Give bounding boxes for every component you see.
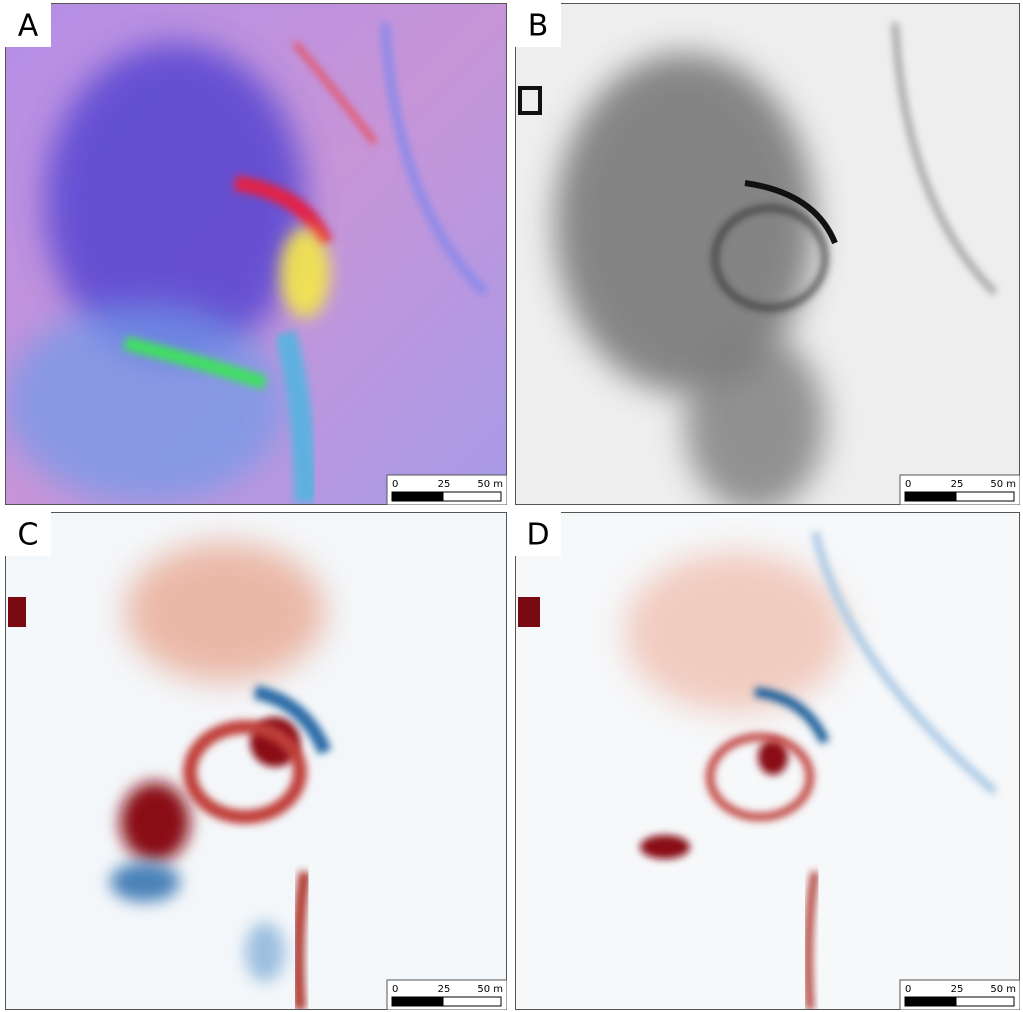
scale-bar-white — [956, 997, 1014, 1006]
scale-bar-white — [956, 492, 1014, 501]
panel-label: C — [18, 518, 39, 553]
terrain — [110, 862, 180, 902]
map-panel: D 0 25 50 m — [515, 512, 1020, 1010]
scale-bar-label: 25 — [438, 984, 451, 995]
terrain — [298, 872, 305, 1010]
scale-bar-label: 50 m — [477, 479, 503, 490]
scale-bar-black — [905, 997, 956, 1006]
scale-bar-label: 25 — [951, 479, 964, 490]
terrain — [245, 922, 285, 982]
scale-bar-black — [392, 492, 443, 501]
map-panel: A 0 25 50 m — [5, 3, 507, 505]
scale-bar-label: 0 — [905, 479, 911, 490]
scale-bar-label: 25 — [951, 984, 964, 995]
figure: A 0 25 50 m B 0 25 50 m C 0 25 50 m D 0 25 50 m — [0, 0, 1023, 1012]
terrain — [120, 782, 190, 862]
terrain — [518, 597, 540, 627]
scale-bar-white — [443, 997, 501, 1006]
panel-label: D — [526, 518, 549, 553]
map-panel: B 0 25 50 m — [515, 3, 1020, 513]
scale-bar-label: 0 — [392, 984, 398, 995]
scale-bar-white — [443, 492, 501, 501]
terrain — [125, 542, 325, 682]
scale-bar-label: 50 m — [477, 984, 503, 995]
map-panel: C 0 25 50 m — [5, 512, 507, 1010]
terrain — [5, 303, 285, 503]
panel-label: A — [18, 9, 39, 44]
panel-label: B — [528, 9, 549, 44]
scale-bar-label: 0 — [392, 479, 398, 490]
scale-bar-black — [392, 997, 443, 1006]
scale-bar-label: 50 m — [990, 479, 1016, 490]
terrain — [8, 597, 26, 627]
scale-bar-label: 50 m — [990, 984, 1016, 995]
terrain — [640, 835, 690, 859]
scale-bar-black — [905, 492, 956, 501]
terrain — [280, 228, 330, 318]
scale-bar-label: 0 — [905, 984, 911, 995]
terrain — [625, 552, 845, 712]
scale-bar-label: 25 — [438, 479, 451, 490]
terrain — [685, 333, 825, 513]
